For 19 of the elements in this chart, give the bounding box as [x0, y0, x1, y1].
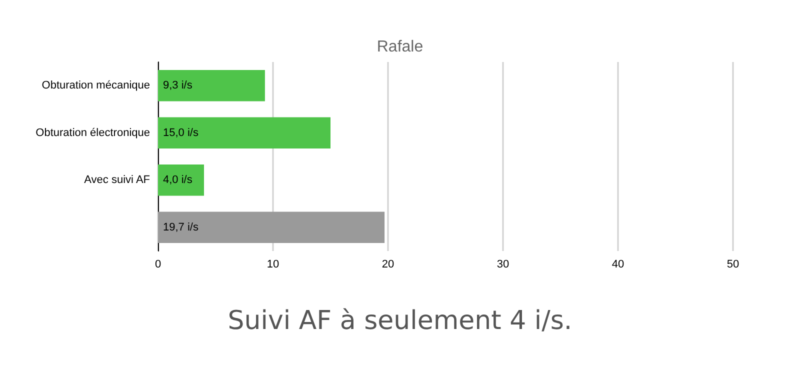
x-tick-label: 20: [382, 258, 394, 270]
x-tick-label: 50: [726, 258, 740, 270]
data-label: 19,7 i/s: [163, 221, 199, 234]
data-label: 15,0 i/s: [163, 126, 199, 139]
y-tick-label: Obturation mécanique: [42, 80, 150, 92]
x-tick-label: 30: [496, 258, 510, 270]
data-label: 4,0 i/s: [163, 174, 193, 186]
x-tick-label: 40: [612, 258, 624, 270]
chart-title: Rafale: [376, 38, 424, 56]
text: Suivi AF à seulement 4 i/s.: [228, 306, 572, 336]
bar: [158, 117, 330, 148]
bar: [158, 212, 385, 243]
x-tick-label: 0: [154, 258, 162, 270]
y-tick-label: Avec suivi AF: [84, 174, 150, 186]
y-tick-label: Obturation électronique: [36, 126, 150, 139]
data-label: 9,3 i/s: [163, 80, 193, 92]
bar: [158, 70, 265, 102]
x-tick-label: 10: [266, 258, 280, 270]
bar: [158, 164, 204, 196]
